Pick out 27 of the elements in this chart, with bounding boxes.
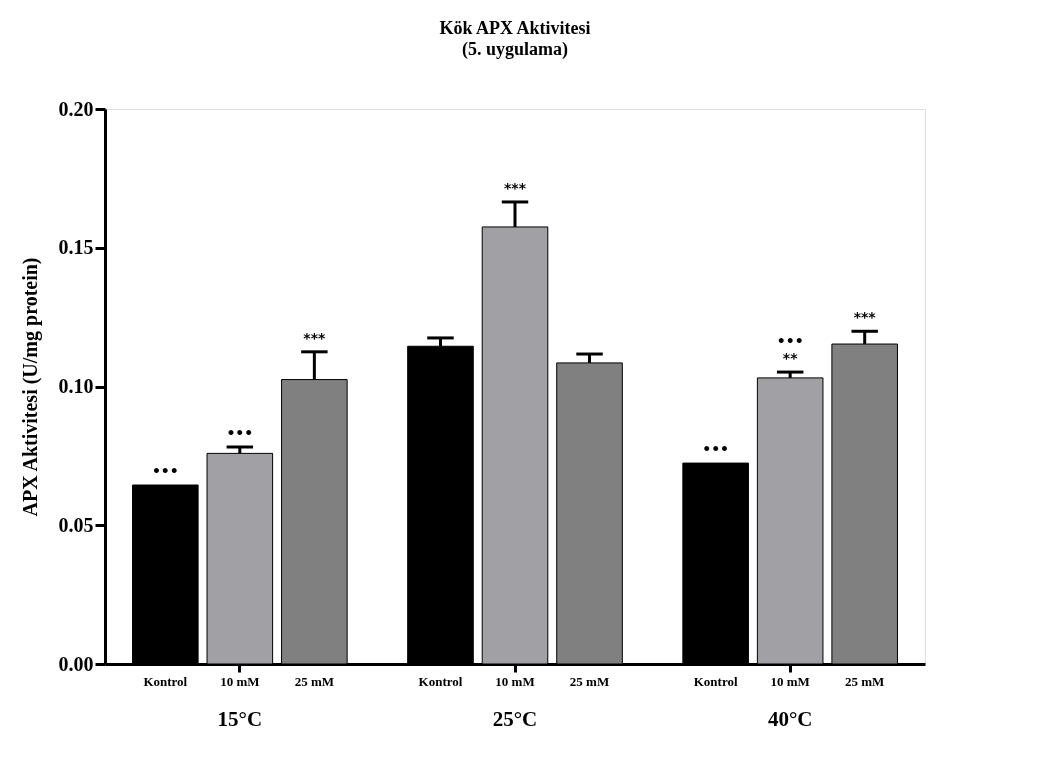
y-axis-title: APX Aktivitesi (U/mg protein) [18,257,42,517]
series-label: 10 mM [220,674,260,689]
data-label: *** [853,309,877,326]
data-label: ••• [702,441,730,458]
chart-subtitle: (5. uygulama) [461,39,569,60]
text: Kontrol [418,674,463,689]
data-label: ••• [226,424,254,441]
y-tick-label: 0.20 [58,97,94,120]
y-tick-label: 0.10 [58,375,94,397]
x-tick-label: 25°C [492,706,538,731]
text: Kontrol [693,674,738,689]
data-label: ••• [151,463,179,480]
text: 25 mM [569,674,610,689]
x-tick-label: 15°C [217,706,263,731]
data-label: *** [303,329,327,346]
series-label: 25 mM [294,674,335,689]
y-tick-label: 0.05 [58,513,94,536]
y-tick-label: 0.15 [58,236,94,259]
data-label: *** [504,179,527,196]
y-tick-label: 0.00 [58,652,94,675]
series-label: Kontrol [143,674,188,689]
text: 10 mM [770,674,810,689]
x-tick-label: 40°C [767,706,813,731]
data-label: ••• ** [776,333,804,367]
text: 10 mM [495,674,535,689]
text: 25 mM [845,674,885,689]
chart-title: Kök APX Aktivitesi [439,18,591,38]
